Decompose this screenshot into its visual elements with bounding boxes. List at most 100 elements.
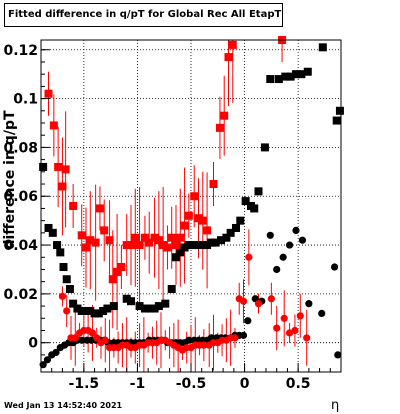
data-point-square [180, 221, 189, 230]
x-tick-label: 0 [240, 376, 250, 392]
data-point-square [172, 253, 180, 262]
y-tick-label: 0 [28, 336, 38, 352]
x-axis-label: η [331, 398, 340, 413]
data-point-circle [273, 265, 281, 274]
x-tick-label: -1.5 [69, 376, 100, 392]
data-point-circle [52, 348, 60, 357]
x-tick-label: -0.5 [176, 376, 207, 392]
data-point-square [95, 204, 104, 213]
data-point-square [108, 275, 117, 284]
data-point-square [100, 226, 109, 235]
data-point-square [190, 192, 199, 201]
chart-title: Fitted difference in q/pT for Global Rec… [4, 3, 283, 27]
error-bars [42, 40, 341, 372]
data-point-square [226, 228, 235, 237]
data-point-square [161, 299, 170, 308]
data-point-square [203, 241, 212, 250]
data-point-circle [58, 292, 67, 300]
data-point-circle [285, 241, 294, 249]
data-point-circle [298, 236, 307, 244]
timestamp: Wed Jan 13 14:52:40 2021 [4, 401, 123, 410]
data-point-circle [185, 336, 193, 344]
data-point-square [99, 306, 108, 315]
data-point-square [44, 89, 53, 98]
data-point-square [220, 111, 229, 120]
data-point-square [65, 285, 74, 293]
data-point-square [184, 211, 193, 220]
data-point-square [286, 72, 295, 81]
data-point-circle [318, 309, 326, 318]
data-point-square [228, 40, 237, 49]
data-point-square [90, 309, 99, 318]
data-point-circle [273, 324, 281, 332]
y-tick-label: 0.1 [13, 92, 38, 108]
data-point-square [154, 236, 163, 245]
data-point-circle [303, 334, 311, 342]
x-tick-labels: -1.5 -1 -0.5 0 0.5 [69, 376, 311, 392]
data-point-square [215, 123, 224, 132]
data-point-circle [334, 351, 342, 359]
data-point-circle [291, 326, 299, 335]
data-point-circle [43, 356, 52, 364]
data-point-square [154, 302, 163, 311]
data-point-square [61, 165, 70, 174]
data-point-square [292, 70, 300, 79]
data-point-square [122, 294, 131, 303]
data-point-square [135, 302, 144, 311]
data-point-square [176, 233, 185, 242]
data-point-square [150, 233, 159, 242]
data-point-square [167, 285, 176, 293]
data-point-square [180, 243, 189, 252]
data-point-square [207, 238, 216, 247]
data-point-square [82, 306, 90, 315]
data-point-square [163, 243, 172, 252]
y-tick-label: 0.06 [3, 189, 38, 205]
data-point-square [91, 238, 100, 247]
data-point-square [332, 116, 341, 125]
data-point-square [167, 233, 176, 242]
data-point-square [48, 228, 57, 237]
data-point-square [131, 233, 140, 242]
data-point-circle [292, 226, 300, 235]
grid [41, 40, 341, 372]
data-point-circle [101, 336, 109, 344]
data-point-square [58, 182, 67, 191]
data-point-square [54, 162, 63, 171]
data-point-circle [239, 297, 248, 305]
data-point-square [145, 238, 154, 247]
data-point-circle [78, 336, 86, 344]
data-point-square [73, 304, 82, 313]
data-point-square [86, 236, 95, 245]
data-point-square [250, 204, 259, 213]
data-point-square [203, 226, 212, 235]
data-point-circle [200, 341, 208, 349]
data-point-square [146, 304, 155, 313]
data-point-square [198, 216, 207, 225]
data-point-circle [266, 231, 274, 239]
data-point-square [303, 67, 312, 76]
x-tick-label: 0.5 [286, 376, 311, 392]
data-point-circle [267, 295, 275, 303]
data-point-square [274, 75, 283, 84]
data-point-square [260, 143, 269, 152]
data-point-square [140, 304, 149, 313]
data-point-square [77, 231, 86, 240]
data-point-square [127, 241, 135, 250]
data-point-square [172, 241, 180, 250]
data-point-square [194, 241, 203, 250]
data-point-square [297, 70, 306, 79]
data-point-square [39, 162, 48, 171]
data-point-circle [239, 331, 248, 339]
y-tick-labels: 0 0.02 0.04 0.06 0.08 0.1 0.12 [3, 43, 38, 352]
data-point-square [150, 304, 159, 313]
data-point-circle [71, 334, 79, 342]
data-point-square [127, 297, 135, 306]
data-point-square [69, 202, 78, 210]
data-point-square [122, 241, 131, 250]
data-point-square [198, 241, 207, 250]
data-point-square [189, 241, 198, 250]
data-point-square [49, 121, 58, 130]
data-point-square [335, 106, 344, 115]
data-point-circle [330, 263, 339, 271]
data-point-square [44, 223, 53, 232]
